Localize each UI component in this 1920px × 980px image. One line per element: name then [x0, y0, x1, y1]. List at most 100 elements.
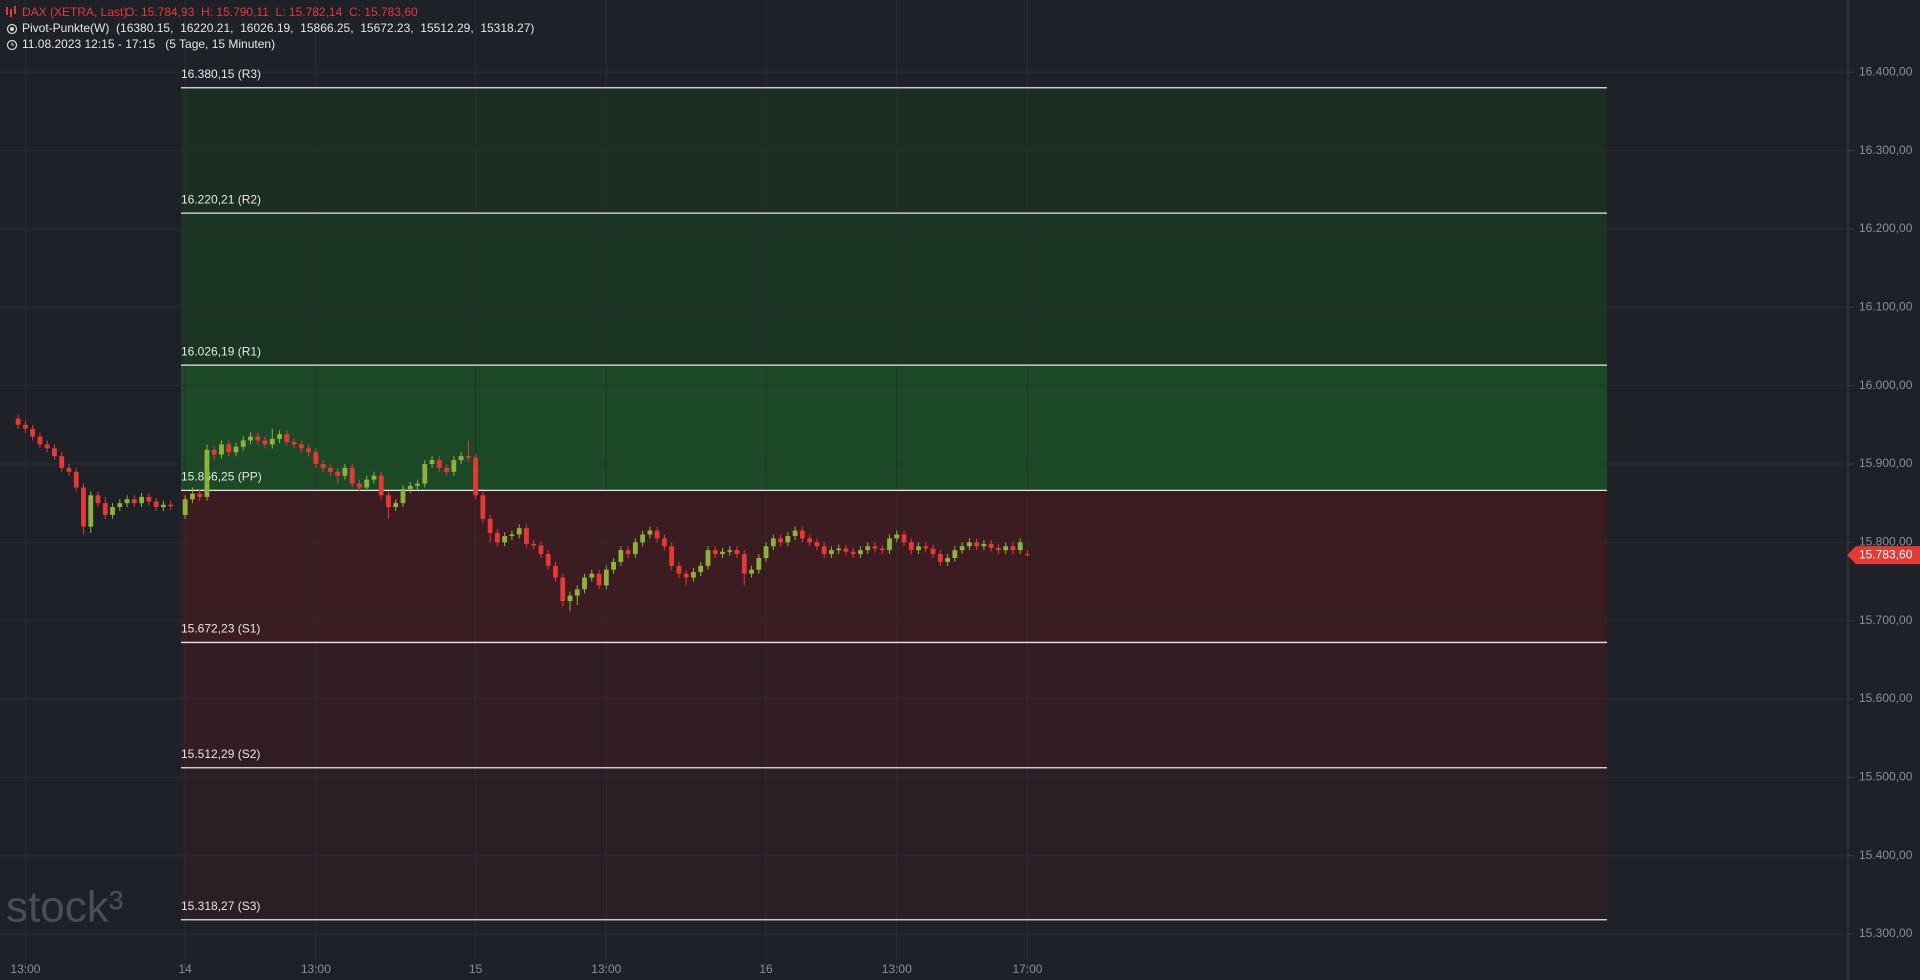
- pivot-zones: [181, 87, 1607, 920]
- x-tick-label: 16: [759, 962, 773, 976]
- header: DAX (XETRA, Last) O: 15.784,93 H: 15.790…: [6, 5, 534, 51]
- candle-body: [255, 436, 261, 441]
- candle-body: [124, 499, 130, 504]
- candle-body: [393, 503, 399, 508]
- candle-body: [567, 595, 573, 602]
- candle-body: [313, 452, 319, 464]
- candle-body: [37, 436, 43, 445]
- candle-body: [829, 550, 834, 555]
- pivot-label: 15.866,25 (PP): [181, 470, 262, 484]
- candle-body: [386, 495, 391, 508]
- candle-body: [923, 546, 929, 549]
- candle-body: [73, 471, 79, 488]
- candle-body: [727, 550, 733, 552]
- candle-body: [190, 493, 195, 500]
- clock-icon: [6, 39, 18, 51]
- candle-body: [814, 542, 820, 547]
- candle-body: [662, 538, 667, 547]
- x-tick-label: 17:00: [1012, 962, 1042, 976]
- candle-body: [44, 444, 50, 449]
- candle-body: [582, 577, 587, 590]
- candle-body: [248, 436, 253, 441]
- candle-body: [1017, 542, 1023, 551]
- candle-body: [407, 485, 413, 490]
- candle-body: [596, 573, 602, 586]
- candle-body: [981, 543, 987, 547]
- y-tick-label: 16.200,00: [1859, 221, 1913, 235]
- candle-body: [342, 467, 348, 476]
- last-price-label: 15.783,60: [1859, 547, 1913, 561]
- last-price-tag: [1847, 546, 1920, 565]
- candle-body: [262, 440, 268, 445]
- x-tick-label: 13:00: [301, 962, 331, 976]
- candle-body: [465, 456, 471, 458]
- candle-body: [81, 487, 86, 527]
- candle-body: [66, 467, 72, 472]
- candle-body: [160, 504, 166, 508]
- candle-body: [676, 565, 682, 574]
- y-tick-label: 16.400,00: [1859, 64, 1913, 78]
- period-text: 11.08.2023 12:15 - 17:15 (5 Tage, 15 Min…: [22, 37, 275, 51]
- candle-body: [23, 424, 28, 429]
- candle-body: [320, 463, 326, 468]
- title-icon: [6, 6, 16, 17]
- candle-body: [858, 550, 863, 555]
- pivot-zone: [181, 490, 1607, 643]
- y-tick-label: 15.700,00: [1859, 613, 1913, 627]
- candle-body: [95, 495, 101, 504]
- candle-body: [204, 449, 210, 497]
- x-tick-label: 13:00: [591, 962, 621, 976]
- candle-body: [705, 550, 711, 566]
- candle-body: [306, 448, 312, 453]
- candle-body: [603, 569, 609, 586]
- candle-body: [749, 569, 754, 574]
- candle-body: [451, 460, 457, 472]
- candle-body: [52, 448, 57, 457]
- indicator-text: Pivot-Punkte(W) (16380.15, 16220.21, 160…: [22, 21, 534, 35]
- candle-body: [226, 444, 232, 453]
- candle-body: [444, 467, 449, 472]
- candle-body: [487, 518, 493, 533]
- candle-body: [59, 456, 65, 468]
- candle-body: [480, 495, 486, 519]
- candle-body: [618, 550, 624, 562]
- candle-body: [110, 507, 115, 515]
- candle-body: [269, 438, 275, 445]
- candle-body: [509, 534, 515, 537]
- candle-body: [458, 456, 464, 461]
- candle-body: [756, 557, 762, 570]
- pivot-label: 15.672,23 (S1): [181, 622, 260, 636]
- candle-body: [15, 418, 21, 425]
- candle-body: [625, 550, 631, 555]
- candle-body: [952, 550, 958, 558]
- x-tick-label: 15: [469, 962, 483, 976]
- candle-body: [887, 538, 892, 551]
- candle-body: [763, 546, 769, 558]
- candle-body: [908, 542, 914, 551]
- y-tick-label: 15.500,00: [1859, 770, 1913, 784]
- y-tick-label: 15.900,00: [1859, 456, 1913, 470]
- candle-body: [901, 534, 907, 543]
- candle-body: [219, 444, 224, 455]
- candle-body: [916, 546, 921, 551]
- candle-body: [1010, 546, 1016, 551]
- pivot-zone: [181, 767, 1607, 920]
- x-tick-label: 14: [178, 962, 192, 976]
- y-tick-label: 16.100,00: [1859, 299, 1913, 313]
- axes: 15.300,00 15.400,00 15.500,00 15.600,00 15.7…: [10, 0, 1920, 980]
- candle-body: [378, 475, 384, 496]
- candle-body: [974, 542, 980, 547]
- candle-body: [930, 548, 936, 555]
- candle-body: [436, 460, 442, 468]
- candle-body: [611, 561, 616, 570]
- candle-body: [647, 530, 653, 535]
- candle-body: [850, 551, 856, 555]
- candle-body: [88, 495, 94, 527]
- candle-body: [785, 536, 791, 543]
- candle-body: [516, 528, 522, 535]
- candle-body: [879, 548, 885, 551]
- candle-body: [894, 534, 900, 539]
- candle-body: [400, 489, 406, 504]
